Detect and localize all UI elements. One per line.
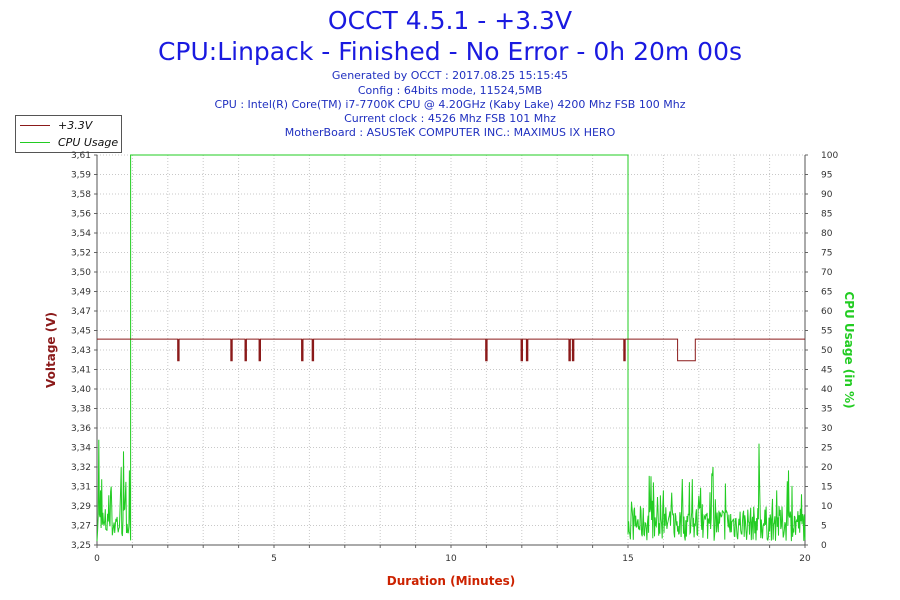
x-tick-label: 20 <box>799 554 811 564</box>
y-right-tick-label: 55 <box>821 327 832 337</box>
legend-item-voltage: +3.3V <box>20 117 92 133</box>
info-config: Config : 64bits mode, 11524,5MB <box>357 84 543 97</box>
y-left-tick-label: 3,29 <box>71 502 91 512</box>
x-tick-label: 0 <box>94 554 100 564</box>
y-right-tick-label: 70 <box>821 268 833 278</box>
y-right-tick-label: 30 <box>821 424 833 434</box>
y-left-tick-label: 3,25 <box>71 541 91 551</box>
y-left-tick-label: 3,34 <box>71 444 91 454</box>
legend: +3.3V CPU Usage <box>15 115 122 153</box>
x-tick-label: 10 <box>445 554 457 564</box>
y-left-tick-label: 3,38 <box>71 405 91 415</box>
y-right-tick-label: 90 <box>821 190 833 200</box>
y-right-tick-label: 10 <box>821 502 833 512</box>
y-right-tick-label: 35 <box>821 405 832 415</box>
legend-swatch-cpu <box>20 141 50 143</box>
y-left-tick-label: 3,49 <box>71 288 91 298</box>
legend-swatch-voltage <box>20 124 50 126</box>
y-right-tick-label: 45 <box>821 366 832 376</box>
y-right-tick-label: 40 <box>821 385 833 395</box>
y-right-tick-label: 65 <box>821 288 832 298</box>
y-right-tick-label: 95 <box>821 171 832 181</box>
y-right-tick-label: 20 <box>821 463 833 473</box>
y-right-tick-label: 0 <box>821 541 827 551</box>
legend-label-cpu: CPU Usage <box>58 135 119 149</box>
y-right-tick-label: 25 <box>821 444 832 454</box>
x-tick-label: 15 <box>622 554 633 564</box>
y-left-tick-label: 3,31 <box>71 483 91 493</box>
chart-title: OCCT 4.5.1 - +3.3V <box>327 6 573 35</box>
y-left-tick-label: 3,59 <box>71 171 91 181</box>
y-left-axis-title: Voltage (V) <box>44 312 58 388</box>
y-right-tick-label: 80 <box>821 229 833 239</box>
y-left-tick-label: 3,27 <box>71 522 91 532</box>
legend-item-cpu: CPU Usage <box>20 134 118 150</box>
y-right-tick-label: 60 <box>821 307 833 317</box>
y-left-tick-label: 3,45 <box>71 327 91 337</box>
chart-subtitle: CPU:Linpack - Finished - No Error - 0h 2… <box>157 37 743 66</box>
info-clock: Current clock : 4526 Mhz FSB 101 Mhz <box>344 112 556 125</box>
x-tick-label: 5 <box>271 554 277 564</box>
y-right-tick-label: 5 <box>821 522 827 532</box>
info-generated: Generated by OCCT : 2017.08.25 15:15:45 <box>331 69 569 82</box>
y-left-tick-label: 3,40 <box>71 385 91 395</box>
y-left-tick-label: 3,47 <box>71 307 91 317</box>
y-left-tick-label: 3,43 <box>71 346 91 356</box>
y-left-tick-label: 3,41 <box>71 366 91 376</box>
y-right-tick-label: 15 <box>821 483 832 493</box>
y-right-tick-label: 100 <box>821 151 838 161</box>
y-left-tick-label: 3,61 <box>71 151 91 161</box>
y-left-tick-label: 3,52 <box>71 249 91 259</box>
legend-label-voltage: +3.3V <box>58 118 93 132</box>
info-cpu: CPU : Intel(R) Core(TM) i7-7700K CPU @ 4… <box>214 98 686 111</box>
y-right-tick-label: 50 <box>821 346 833 356</box>
y-right-tick-label: 75 <box>821 249 832 259</box>
y-left-tick-label: 3,32 <box>71 463 91 473</box>
y-left-tick-label: 3,54 <box>71 229 91 239</box>
y-left-tick-label: 3,56 <box>71 210 91 220</box>
cpu-usage-line <box>96 154 806 542</box>
y-right-tick-label: 85 <box>821 210 832 220</box>
x-axis-title: Duration (Minutes) <box>387 574 515 588</box>
y-right-axis-title: CPU Usage (in %) <box>842 291 856 408</box>
y-left-tick-label: 3,50 <box>71 268 91 278</box>
y-left-tick-label: 3,58 <box>71 190 91 200</box>
info-motherboard: MotherBoard : ASUSTeK COMPUTER INC.: MAX… <box>284 126 616 139</box>
y-left-tick-label: 3,36 <box>71 424 91 434</box>
